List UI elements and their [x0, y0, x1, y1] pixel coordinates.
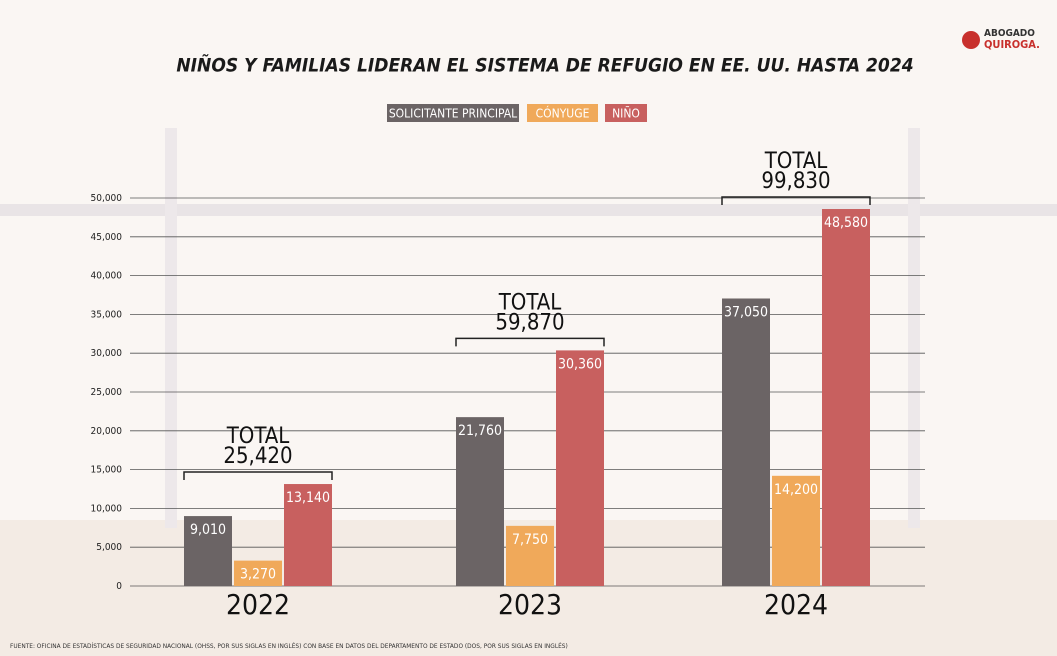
value-label: 21,760 — [458, 423, 502, 439]
x-tick-label: 2023 — [498, 588, 562, 621]
source-note: FUENTE: OFICINA DE ESTADÍSTICAS DE SEGUR… — [10, 641, 568, 650]
x-tick-label: 2024 — [764, 588, 828, 621]
y-tick-label: 35,000 — [91, 309, 123, 320]
total-value: 99,830 — [761, 169, 830, 194]
fence-post — [165, 128, 177, 528]
value-label: 14,200 — [774, 482, 818, 498]
y-tick-label: 45,000 — [91, 232, 123, 243]
bar — [822, 209, 870, 586]
fence-rail — [0, 204, 1057, 216]
logo-icon — [962, 31, 980, 49]
y-tick-label: 0 — [116, 581, 122, 592]
bar — [556, 350, 604, 586]
legend-label: SOLICITANTE PRINCIPAL — [389, 107, 517, 121]
y-tick-label: 25,000 — [91, 387, 123, 398]
logo-text: QUIROGA. — [984, 38, 1040, 51]
value-label: 37,050 — [724, 304, 768, 320]
bar — [456, 417, 504, 586]
value-label: 3,270 — [240, 567, 276, 583]
y-tick-label: 5,000 — [96, 542, 122, 553]
chart: NIÑOS Y FAMILIAS LIDERAN EL SISTEMA DE R… — [0, 0, 1057, 656]
y-tick-label: 50,000 — [91, 193, 123, 204]
value-label: 13,140 — [286, 490, 330, 506]
bar — [722, 298, 770, 586]
value-label: 7,750 — [512, 532, 548, 548]
y-tick-label: 20,000 — [91, 426, 123, 437]
y-tick-label: 15,000 — [91, 465, 123, 476]
y-tick-label: 40,000 — [91, 271, 123, 282]
value-label: 30,360 — [558, 356, 602, 372]
total-value: 25,420 — [223, 444, 292, 469]
value-label: 9,010 — [190, 522, 226, 538]
y-tick-label: 10,000 — [91, 503, 123, 514]
fence-post — [908, 128, 920, 528]
chart-title: NIÑOS Y FAMILIAS LIDERAN EL SISTEMA DE R… — [176, 53, 913, 77]
value-label: 48,580 — [824, 215, 868, 231]
legend-label: NIÑO — [612, 106, 640, 121]
y-tick-label: 30,000 — [91, 348, 123, 359]
total-value: 59,870 — [495, 310, 564, 335]
x-tick-label: 2022 — [226, 588, 290, 621]
legend-label: CÓNYUGE — [536, 106, 590, 121]
logo: ABOGADO QUIROGA. — [962, 28, 1040, 51]
